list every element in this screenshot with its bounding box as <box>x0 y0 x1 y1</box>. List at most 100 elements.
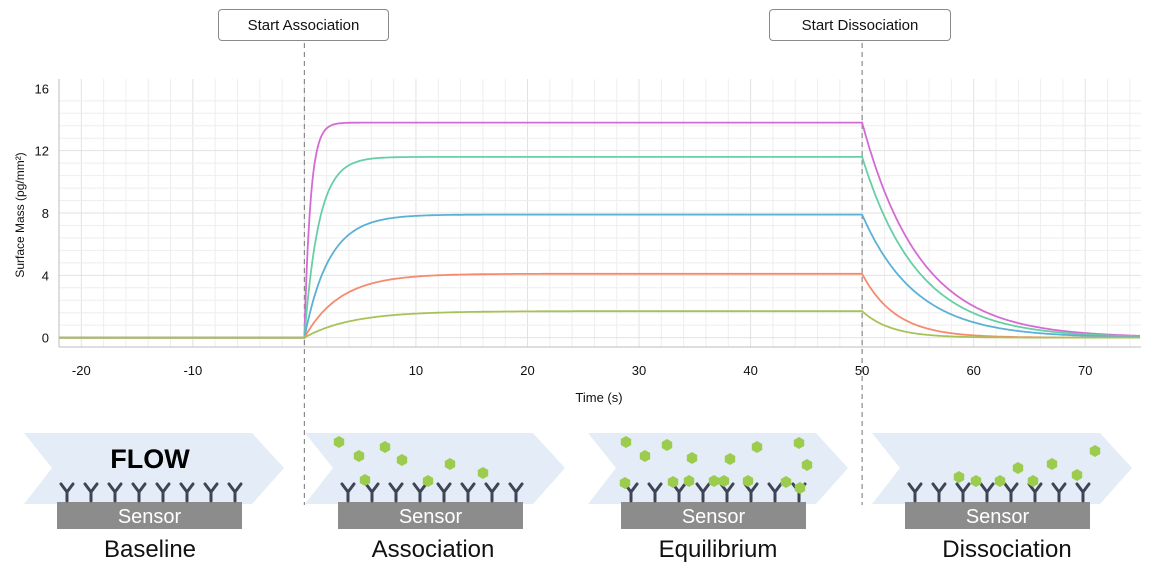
analyte-particle <box>444 458 456 470</box>
analyte-particle <box>742 475 754 487</box>
stage-panel-3: Sensor <box>588 433 848 529</box>
analyte-particle <box>970 475 982 487</box>
y-axis-label: Surface Mass (pg/mm²) <box>13 152 27 277</box>
antibody-icon <box>484 482 500 503</box>
analyte-particle <box>396 454 408 466</box>
x-tick-label: 40 <box>743 363 757 378</box>
chart-grid <box>59 79 1141 347</box>
antibody-icon <box>340 482 356 503</box>
analyte-particle <box>1012 462 1024 474</box>
stage-label-association: Association <box>371 536 495 563</box>
y-tick-label: 16 <box>35 81 49 96</box>
antibody-icon <box>931 482 947 503</box>
analyte-particle <box>994 475 1006 487</box>
antibody-icon <box>107 482 123 503</box>
antibody-icon <box>412 482 428 503</box>
x-tick-label: -20 <box>72 363 91 378</box>
sensor-surface <box>905 502 1090 529</box>
series-line-3 <box>59 213 1140 339</box>
binding-chart: -20 -10 10 20 30 40 50 60 70 0 4 8 12 16 Time (s) Sur… <box>13 43 1141 505</box>
analyte-particle <box>667 476 679 488</box>
analyte-particle <box>1089 445 1101 457</box>
stage-label-dissociation: Dissociation <box>942 536 1072 563</box>
x-tick-label: 70 <box>1078 363 1092 378</box>
analyte-particle <box>780 476 792 488</box>
y-tick-label: 12 <box>35 144 49 159</box>
antibody-icon <box>179 482 195 503</box>
analyte-particle <box>953 471 965 483</box>
x-tick-label: -10 <box>183 363 202 378</box>
antibody-icon <box>907 482 923 503</box>
antibody-icon <box>83 482 99 503</box>
analyte-particle <box>1027 475 1039 487</box>
chart-axes <box>58 79 1141 348</box>
analyte-particle <box>1071 469 1083 481</box>
sensor-surface <box>57 502 242 529</box>
analyte-particle <box>1046 458 1058 470</box>
x-tick-label: 10 <box>409 363 423 378</box>
stage-diagram: Sensor FLOW Sensor Sensor Sensor <box>24 433 1132 529</box>
analyte-particle <box>477 467 489 479</box>
analyte-particle <box>801 459 813 471</box>
antibody-icon <box>1075 482 1091 503</box>
antibody-icon <box>388 482 404 503</box>
analyte-particle <box>708 475 720 487</box>
antibody-icon <box>436 482 452 503</box>
antibody-icon <box>131 482 147 503</box>
start-dissociation-button[interactable]: Start Dissociation <box>769 9 951 41</box>
analyte-particle <box>639 450 651 462</box>
x-tick-label: 20 <box>520 363 534 378</box>
analyte-particle <box>333 436 345 448</box>
start-association-button[interactable]: Start Association <box>218 9 389 41</box>
analyte-particle <box>686 452 698 464</box>
sensor-surface <box>621 502 806 529</box>
series-line-5 <box>59 310 1140 339</box>
analyte-particle <box>751 441 763 453</box>
stage-label-equilibrium: Equilibrium <box>658 536 778 563</box>
analyte-particle <box>683 475 695 487</box>
sensor-label: Sensor <box>399 506 463 528</box>
x-tick-label: 60 <box>966 363 980 378</box>
antibody-icon <box>767 482 783 503</box>
antibody-icon <box>364 482 380 503</box>
flow-arrow <box>305 433 565 504</box>
series-line-4 <box>59 272 1140 339</box>
flow-arrow <box>872 433 1132 504</box>
stage-panel-1: Sensor FLOW <box>24 433 284 529</box>
series-line-1 <box>59 121 1140 339</box>
stage-panel-2: Sensor <box>305 433 565 529</box>
analyte-particle <box>718 475 730 487</box>
antibody-icon <box>460 482 476 503</box>
x-axis-label: Time (s) <box>575 390 622 405</box>
analyte-particle <box>793 437 805 449</box>
antibody-icon <box>647 482 663 503</box>
antibody-icon <box>1051 482 1067 503</box>
analyte-particle <box>359 474 371 486</box>
antibody-icon <box>203 482 219 503</box>
analyte-particle <box>379 441 391 453</box>
analyte-particle <box>724 453 736 465</box>
y-tick-label: 4 <box>42 268 49 283</box>
analyte-particle <box>661 439 673 451</box>
sensor-label: Sensor <box>966 506 1030 528</box>
analyte-particle <box>353 450 365 462</box>
x-tick-label: 50 <box>855 363 869 378</box>
sensor-label: Sensor <box>118 506 182 528</box>
antibody-icon <box>695 482 711 503</box>
analyte-particle <box>422 475 434 487</box>
antibody-icon <box>979 482 995 503</box>
chart-series <box>59 121 1140 339</box>
flow-arrow <box>24 433 284 504</box>
analyte-particle <box>619 477 631 489</box>
antibody-icon <box>508 482 524 503</box>
sensor-label: Sensor <box>682 506 746 528</box>
sensor-surface <box>338 502 523 529</box>
phase-markers <box>303 43 863 505</box>
antibody-icon <box>955 482 971 503</box>
antibody-icon <box>59 482 75 503</box>
analyte-particle <box>794 482 806 494</box>
antibody-icon <box>155 482 171 503</box>
antibody-icon <box>1003 482 1019 503</box>
flow-label: FLOW <box>110 444 190 474</box>
